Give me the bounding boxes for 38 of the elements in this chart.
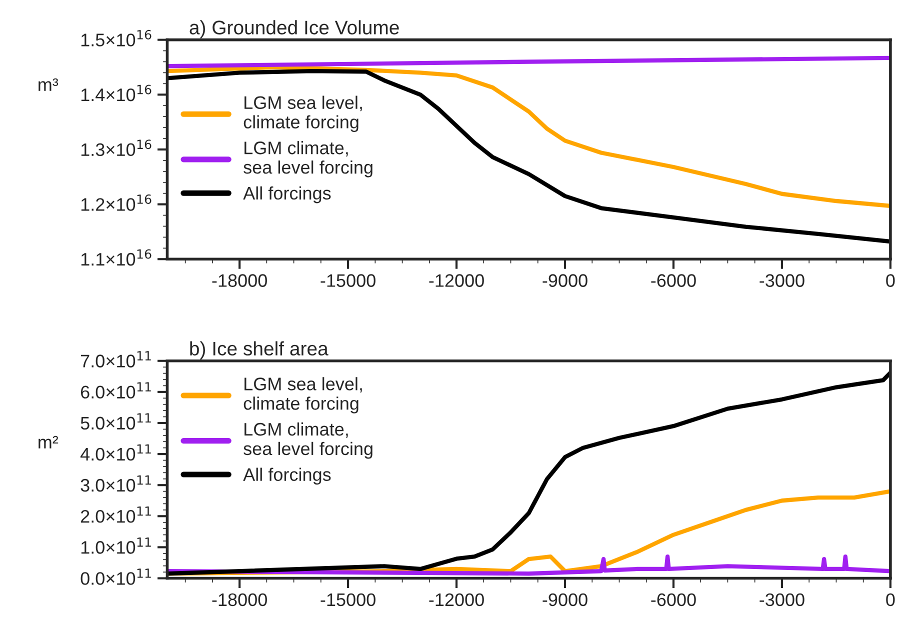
y-axis-title: m³ [38,78,58,91]
y-tick-label: 0.0×10$^{11}$ [80,568,151,585]
y-tick-label: 1.1×10$^{16}$ [81,249,152,266]
y-tick-label: 2.0×10$^{11}$ [80,506,151,523]
x-tick-label: 0 [886,274,895,287]
legend-label: All forcings [243,468,331,485]
x-tick-label: -6000 [651,274,696,287]
chart-title: b) Ice shelf area [190,341,328,360]
y-tick-label: 1.4×10$^{16}$ [81,84,152,102]
x-tick-label: -12000 [429,274,484,287]
x-tick-label: -15000 [320,593,376,606]
legend-label: LGM sea level, climate forcing [244,96,362,132]
legend-label: LGM climate, sea level forcing [244,422,372,459]
x-tick-label: -3000 [760,593,804,606]
x-tick-label: -6000 [651,593,696,606]
y-tick-label: 1.0×10$^{11}$ [81,538,151,554]
y-tick-label: 1.2×10$^{16}$ [81,194,152,211]
y-tick-label: 4.0×10$^{11}$ [80,444,151,461]
x-tick-label: -18000 [212,274,267,287]
legend-label: LGM sea level, climate forcing [244,377,362,414]
x-tick-label: -3000 [760,274,804,287]
legend-label: All forcings [243,186,331,204]
y-tick-label: 6.0×10$^{11}$ [80,382,151,399]
x-tick-label: -15000 [320,274,376,287]
chart-title: a) Grounded Ice Volume [190,20,399,38]
y-tick-label: 1.5×10$^{16}$ [81,30,152,46]
x-tick-label: -12000 [429,593,484,606]
y-axis-title: m² [38,436,58,448]
x-tick-label: -9000 [542,593,588,606]
y-tick-label: 3.0×10$^{11}$ [80,475,151,492]
y-tick-label: 7.0×10$^{11}$ [81,351,151,368]
x-tick-label: 0 [886,593,895,606]
line-series [167,370,890,576]
x-tick-label: -9000 [542,274,588,287]
y-tick-label: 1.3×10$^{16}$ [81,140,152,156]
legend-label: LGM climate, sea level forcing [244,141,372,178]
y-tick-label: 5.0×10$^{11}$ [80,413,151,430]
x-tick-label: -18000 [212,593,267,606]
